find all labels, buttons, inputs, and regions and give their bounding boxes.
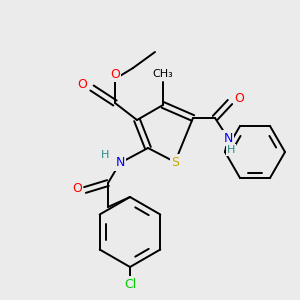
Text: O: O [110, 68, 120, 80]
Text: O: O [234, 92, 244, 104]
Text: N: N [115, 157, 125, 169]
Text: H: H [101, 150, 109, 160]
Text: N: N [223, 131, 233, 145]
Text: S: S [171, 155, 179, 169]
Text: O: O [72, 182, 82, 194]
Text: H: H [227, 145, 235, 155]
Text: O: O [77, 79, 87, 92]
Text: Cl: Cl [124, 278, 136, 290]
Text: CH₃: CH₃ [153, 69, 173, 79]
